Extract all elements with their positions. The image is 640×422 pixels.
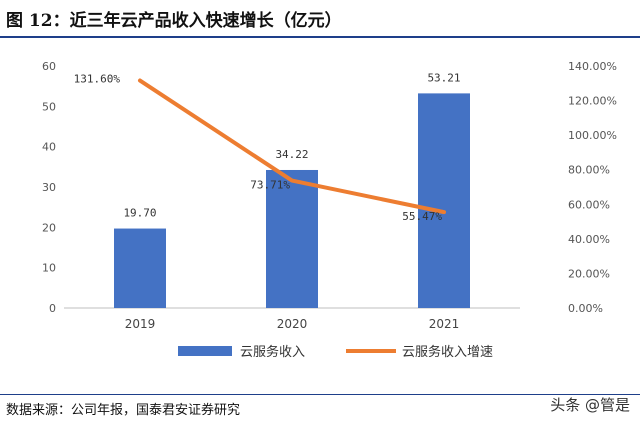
y-right-tick-label: 100.00% xyxy=(568,129,617,142)
legend-line-label: 云服务收入增速 xyxy=(402,344,493,360)
bar xyxy=(266,169,318,308)
y-left-tick-label: 30 xyxy=(42,181,56,194)
x-tick-label: 2019 xyxy=(125,317,156,331)
line-data-label: 73.71% xyxy=(250,179,290,192)
y-right-tick-label: 80.00% xyxy=(568,164,610,177)
y-right-tick-label: 20.00% xyxy=(568,267,610,280)
x-tick-label: 2020 xyxy=(277,317,308,331)
bar xyxy=(114,228,166,308)
y-right-tick-label: 60.00% xyxy=(568,198,610,211)
y-right-tick-label: 40.00% xyxy=(568,233,610,246)
x-tick-label: 2021 xyxy=(429,317,460,331)
legend-bar-swatch xyxy=(178,346,232,356)
footer-rule xyxy=(0,394,640,395)
y-left-tick-label: 10 xyxy=(42,262,56,275)
legend-bar-label: 云服务收入 xyxy=(240,344,305,360)
source-note: 数据来源：公司年报，国泰君安证券研究 xyxy=(6,403,241,418)
line-data-label: 55.47% xyxy=(402,210,442,223)
y-left-tick-label: 60 xyxy=(42,60,56,73)
watermark: 头条 @管是 xyxy=(550,396,630,414)
line-data-label: 131.60% xyxy=(74,73,121,86)
y-left-tick-label: 40 xyxy=(42,141,56,154)
y-left-tick-label: 50 xyxy=(42,100,56,113)
title-rule xyxy=(0,36,640,38)
bar xyxy=(418,93,470,309)
y-left-tick-label: 20 xyxy=(42,221,56,234)
bar-data-label: 34.22 xyxy=(275,148,308,161)
bar-data-label: 19.70 xyxy=(123,207,156,220)
chart-area: 0 10 20 30 40 50 60 0.00% 20.00% 40.00% 60.00% 80.0… xyxy=(42,60,617,360)
chart-title: 图 12：近三年云产品收入快速增长（亿元） xyxy=(6,11,342,31)
y-left-tick-label: 0 xyxy=(49,302,56,315)
y-right-tick-label: 120.00% xyxy=(568,95,617,108)
y-right-tick-label: 140.00% xyxy=(568,60,617,73)
y-right-tick-label: 0.00% xyxy=(568,302,603,315)
bar-data-label: 53.21 xyxy=(427,71,460,84)
